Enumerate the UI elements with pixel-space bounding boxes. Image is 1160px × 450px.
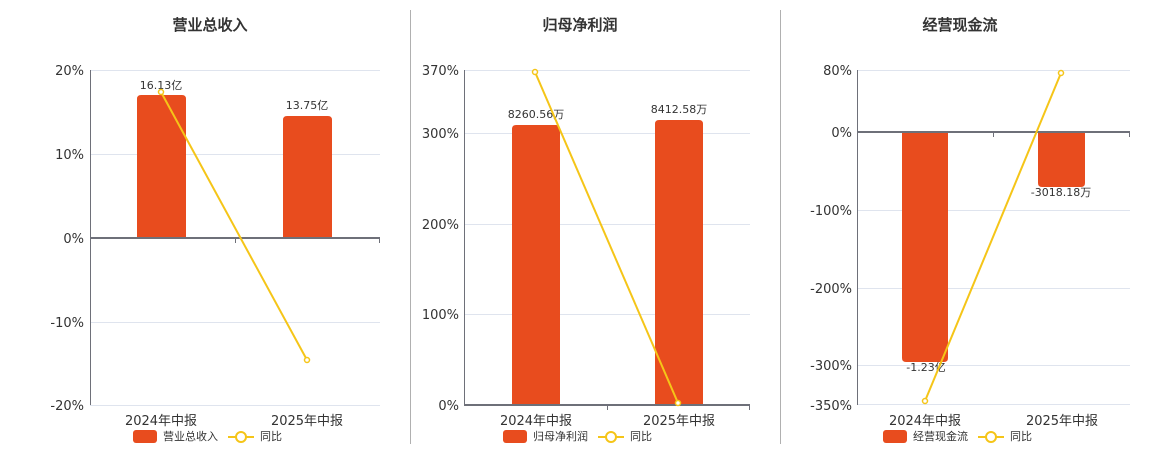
legend-bar-label[interactable]: 营业总收入 (163, 430, 218, 443)
legend-bar-label[interactable]: 经营现金流 (913, 430, 968, 443)
revenue-chart-plot: 20% 10% 0% -10% -20% 16.13亿 13.75亿 2024年… (50, 64, 380, 429)
legend-line-label[interactable]: 同比 (630, 430, 652, 443)
chart-legend: 经营现金流 同比 (883, 428, 1032, 444)
line-point[interactable] (531, 68, 539, 76)
svg-text:0%: 0% (63, 232, 84, 247)
chart-title: 营业总收入 (172, 16, 248, 34)
bar-legend-swatch-icon[interactable] (133, 429, 157, 443)
x-category-label: 2024年中报 (500, 414, 572, 429)
svg-text:0%: 0% (438, 399, 459, 414)
bar-value-label: 16.13亿 (140, 79, 183, 92)
bar-2024[interactable] (902, 132, 948, 362)
svg-text:-300%: -300% (810, 359, 852, 374)
bar-legend-swatch-icon[interactable] (883, 429, 907, 443)
x-category-label: 2025年中报 (643, 414, 715, 429)
svg-text:-20%: -20% (50, 399, 84, 414)
panel-divider (410, 10, 411, 444)
svg-text:-100%: -100% (810, 204, 852, 219)
chart-panel-net-profit: 归母净利润 370% 300% 200% 100% 0% 8260.56万 84… (422, 16, 750, 444)
line-point[interactable] (921, 397, 929, 405)
yoy-line-series (921, 69, 1065, 405)
svg-text:-10%: -10% (50, 316, 84, 331)
gridlines (90, 70, 380, 406)
line-point[interactable] (674, 399, 682, 407)
chart-panel-revenue: 营业总收入 20% 10% 0% -10% -20% 16.13亿 13.75亿 (0, 0, 410, 450)
line-legend-marker-icon[interactable] (228, 430, 254, 443)
chart-legend: 归母净利润 同比 (503, 428, 652, 444)
bar-legend-swatch-icon[interactable] (503, 429, 527, 443)
line-point[interactable] (303, 356, 311, 364)
legend-bar-label[interactable]: 归母净利润 (533, 430, 588, 443)
bar-2025[interactable] (283, 116, 332, 238)
chart-title: 经营现金流 (922, 16, 998, 34)
bar-series (902, 132, 1085, 362)
bar-series (137, 95, 332, 238)
chart-legend: 营业总收入 同比 (133, 428, 282, 444)
x-category-label: 2024年中报 (889, 414, 961, 429)
svg-text:20%: 20% (55, 64, 84, 79)
chart-title: 归母净利润 (542, 16, 618, 34)
bar-value-label: 8260.56万 (508, 108, 565, 121)
bar-2025[interactable] (1038, 132, 1085, 187)
gridlines (857, 70, 1130, 405)
bar-value-label: 8412.58万 (651, 103, 708, 116)
bar-value-label: 13.75亿 (286, 99, 329, 112)
line-legend-marker-icon[interactable] (598, 430, 624, 443)
svg-text:-350%: -350% (810, 399, 852, 414)
svg-text:200%: 200% (422, 218, 459, 233)
y-axis-labels: 20% 10% 0% -10% -20% (50, 64, 84, 414)
net-profit-chart-plot: 370% 300% 200% 100% 0% 8260.56万 8412.58万… (422, 64, 750, 429)
svg-text:300%: 300% (422, 127, 459, 142)
bar-value-label: -3018.18万 (1031, 186, 1091, 199)
svg-text:370%: 370% (422, 64, 459, 79)
bar-value-label: -1.23亿 (906, 361, 945, 374)
line-point[interactable] (157, 88, 165, 96)
svg-text:0%: 0% (831, 126, 852, 141)
yoy-line-series (157, 88, 311, 364)
line-point[interactable] (1057, 69, 1065, 77)
bar-2024[interactable] (137, 95, 186, 238)
y-axis-labels: 370% 300% 200% 100% 0% (422, 64, 459, 414)
yoy-line-series (531, 68, 682, 407)
bar-2025[interactable] (655, 120, 703, 405)
svg-text:100%: 100% (422, 308, 459, 323)
legend-line-label[interactable]: 同比 (260, 430, 282, 443)
legend-line-label[interactable]: 同比 (1010, 430, 1032, 443)
x-category-label: 2024年中报 (125, 414, 197, 429)
svg-text:10%: 10% (55, 148, 84, 163)
y-axis-labels: 80% 0% -100% -200% -300% -350% (810, 64, 852, 414)
panel-divider (780, 10, 781, 444)
svg-text:80%: 80% (823, 64, 852, 79)
bar-series (512, 120, 703, 405)
x-category-label: 2025年中报 (1026, 414, 1098, 429)
bar-2024[interactable] (512, 125, 560, 405)
x-category-label: 2025年中报 (271, 414, 343, 429)
svg-text:-200%: -200% (810, 282, 852, 297)
line-legend-marker-icon[interactable] (978, 430, 1004, 443)
